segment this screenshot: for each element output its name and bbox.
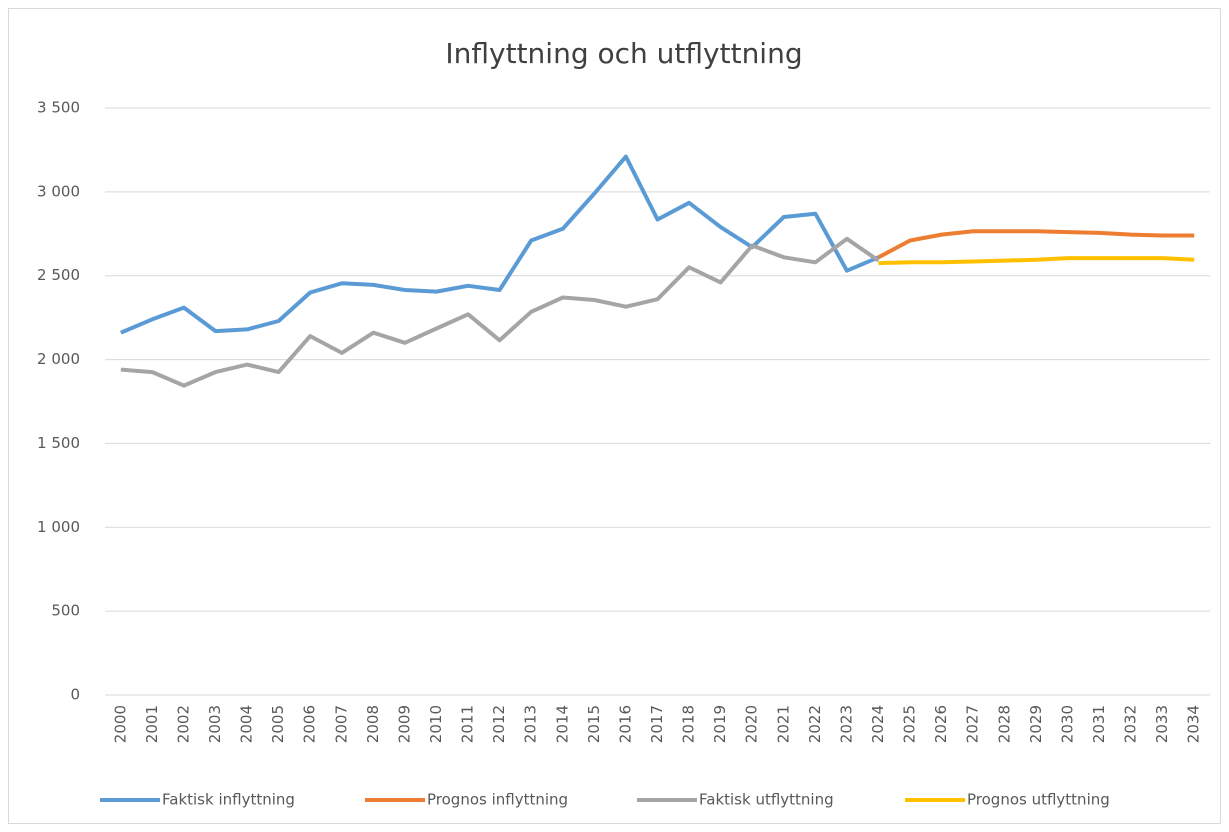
- x-tick-label: 2009: [395, 705, 413, 743]
- x-tick-label: 2016: [616, 705, 634, 743]
- y-tick-label: 3 500: [37, 99, 80, 117]
- y-tick-label: 500: [51, 602, 80, 620]
- x-tick-label: 2002: [174, 705, 192, 743]
- x-tick-label: 2012: [490, 705, 508, 743]
- x-tick-label: 2027: [964, 705, 982, 743]
- x-tick-label: 2010: [427, 705, 445, 743]
- legend-label: Faktisk utflyttning: [699, 791, 834, 809]
- x-tick-label: 2007: [332, 705, 350, 743]
- chart-border: [8, 8, 1221, 824]
- x-tick-label: 2028: [995, 705, 1013, 743]
- x-tick-label: 2022: [806, 705, 824, 743]
- x-tick-label: 2017: [648, 705, 666, 743]
- legend-label: Prognos inflyttning: [427, 791, 568, 809]
- x-tick-label: 2024: [869, 705, 887, 743]
- y-tick-label: 3 000: [37, 182, 80, 200]
- chart-title: Inflyttning och utflyttning: [445, 37, 802, 70]
- x-tick-label: 2008: [364, 705, 382, 743]
- x-tick-label: 2005: [269, 705, 287, 743]
- x-tick-label: 2021: [774, 705, 792, 743]
- x-tick-label: 2019: [711, 705, 729, 743]
- series-line: [120, 236, 880, 388]
- x-tick-label: 2004: [238, 705, 256, 743]
- x-tick-label: 2006: [301, 705, 319, 743]
- x-tick-label: 2020: [743, 705, 761, 743]
- x-tick-label: 2014: [553, 705, 571, 743]
- y-tick-label: 2 000: [37, 350, 80, 368]
- x-tick-label: 2015: [585, 705, 603, 743]
- x-tick-label: 2013: [522, 705, 540, 743]
- x-tick-label: 2011: [459, 705, 477, 743]
- y-tick-label: 2 500: [37, 266, 80, 284]
- x-tick-label: 2034: [1185, 705, 1203, 743]
- x-tick-label: 2033: [1153, 705, 1171, 743]
- series-line: [878, 256, 1195, 266]
- y-tick-label: 0: [70, 686, 80, 704]
- legend-label: Prognos utflyttning: [967, 791, 1110, 809]
- x-tick-label: 2031: [1090, 705, 1108, 743]
- legend-label: Faktisk inflyttning: [162, 791, 295, 809]
- x-tick-label: 2025: [901, 705, 919, 743]
- x-tick-label: 2003: [206, 705, 224, 743]
- x-tick-label: 2032: [1122, 705, 1140, 743]
- x-tick-label: 2029: [1027, 705, 1045, 743]
- y-tick-label: 1 000: [37, 518, 80, 536]
- x-tick-label: 2023: [837, 705, 855, 743]
- series-line: [877, 229, 1195, 260]
- x-tick-label: 2001: [143, 705, 161, 743]
- y-tick-label: 1 500: [37, 434, 80, 452]
- x-tick-label: 2026: [932, 705, 950, 743]
- x-tick-label: 2030: [1058, 705, 1076, 743]
- x-tick-label: 2000: [111, 705, 129, 743]
- x-tick-label: 2018: [680, 705, 698, 743]
